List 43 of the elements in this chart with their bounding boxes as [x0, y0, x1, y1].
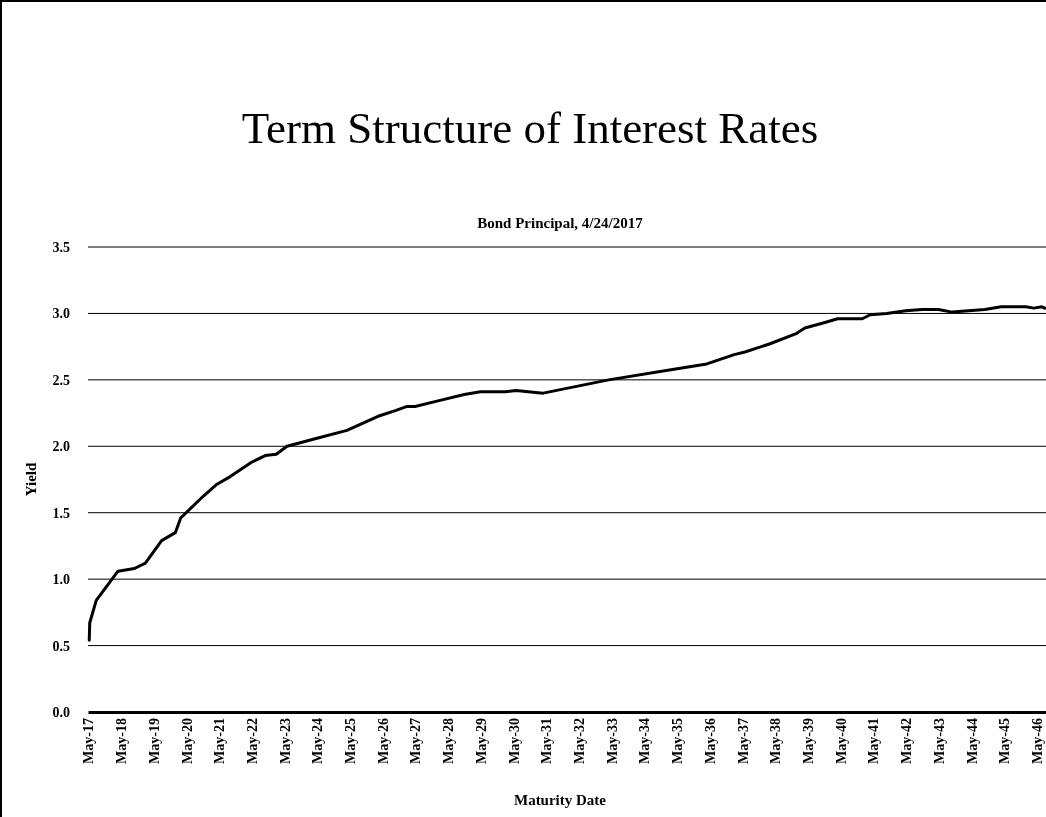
x-tick-label: May-43 [931, 718, 947, 764]
x-tick-label: May-30 [506, 718, 522, 764]
x-tick-label: May-42 [899, 718, 915, 764]
x-tick-label: May-35 [670, 718, 686, 764]
x-tick-label: May-18 [114, 718, 130, 764]
x-tick-label: May-29 [473, 718, 489, 764]
x-tick-label: May-41 [866, 718, 882, 764]
x-axis-title: Maturity Date [513, 792, 607, 808]
x-tick-label: May-17 [81, 718, 97, 764]
x-tick-label: May-24 [310, 718, 326, 764]
x-tick-label: May-33 [604, 718, 620, 764]
x-tick-label: May-40 [833, 718, 849, 764]
y-tick-label: 2.5 [52, 372, 70, 388]
x-tick-label: May-28 [441, 718, 457, 764]
y-tick-label: 1.5 [52, 505, 70, 521]
x-tick-label: May-21 [212, 718, 228, 764]
x-tick-label: May-34 [637, 718, 653, 764]
chart-subtitle: Bond Principal, 4/24/2017 [477, 215, 644, 231]
x-tick-label: May-44 [964, 718, 980, 764]
x-tick-label: May-38 [768, 718, 784, 764]
x-tick-label: May-39 [800, 718, 816, 764]
line-series [87, 305, 1046, 642]
chart-title: Term Structure of Interest Rates [241, 103, 819, 153]
x-tick-label: May-22 [244, 718, 260, 764]
y-tick-label: 3.5 [52, 239, 70, 255]
x-tick-label: May-37 [735, 718, 751, 764]
y-tick-label: 0.0 [52, 704, 70, 720]
x-tick-label: May-45 [997, 718, 1013, 764]
x-tick-label: May-23 [277, 718, 293, 764]
x-tick-label: May-32 [572, 718, 588, 764]
y-tick-label: 2.0 [52, 439, 70, 455]
x-tick-label: May-26 [375, 718, 391, 764]
x-tick-label: May-31 [539, 718, 555, 764]
x-tick-label: May-46 [1029, 718, 1045, 764]
y-tick-label: 0.5 [52, 638, 70, 654]
x-tick-label: May-27 [408, 718, 424, 764]
y-tick-label: 3.0 [52, 306, 70, 322]
x-tick-label: May-36 [702, 718, 718, 764]
x-tick-label: May-19 [146, 718, 162, 764]
y-axis-title: Yield [23, 462, 39, 497]
y-tick-label: 1.0 [52, 572, 70, 588]
x-tick-label: May-25 [343, 718, 359, 764]
x-tick-label: May-20 [179, 718, 195, 764]
